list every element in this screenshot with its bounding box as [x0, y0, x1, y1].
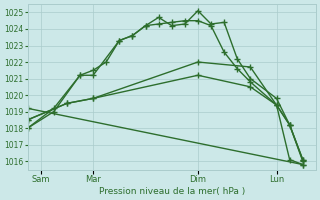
- X-axis label: Pression niveau de la mer( hPa ): Pression niveau de la mer( hPa ): [99, 187, 245, 196]
